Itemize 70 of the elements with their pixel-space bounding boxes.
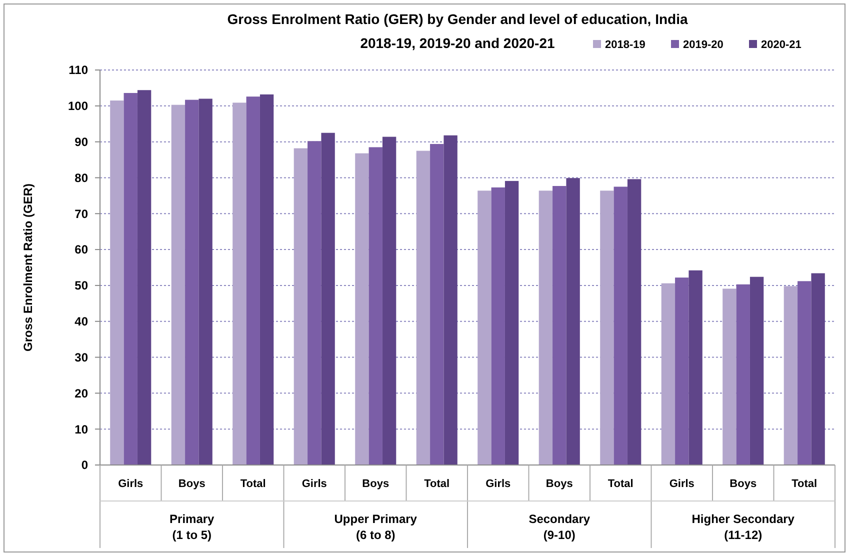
y-tick-label: 10: [74, 422, 88, 436]
legend-label: 2020-21: [761, 39, 802, 51]
text: Primary (1 to 5): [170, 512, 215, 542]
x-tick-label: Girls: [486, 478, 511, 490]
text: Secondary (9-10): [528, 512, 590, 542]
bar: [600, 190, 614, 465]
x-tick-label: Boys: [178, 478, 206, 490]
bar: [232, 102, 246, 465]
bar: [478, 190, 492, 465]
y-tick-label: 20: [74, 386, 88, 400]
y-tick-label: 0: [81, 458, 88, 472]
bar: [736, 284, 750, 465]
bar: [798, 281, 812, 465]
bar: [504, 180, 519, 465]
bar: [538, 190, 553, 465]
chart-subtitle: 2018-19, 2019-20 and 2020-21: [360, 35, 555, 51]
y-tick-label: 60: [74, 242, 88, 257]
text: Upper Primary (6 to 8): [334, 512, 418, 542]
x-tick-label: Total: [608, 478, 634, 490]
legend-label: 2018-19: [605, 39, 646, 51]
bar: [566, 178, 580, 465]
x-tick-label: Girls: [302, 478, 327, 490]
x-tick-label: Girls: [669, 478, 694, 490]
x-tick-label: Total: [792, 478, 818, 490]
y-tick-label: 40: [74, 314, 88, 329]
bar: [308, 141, 322, 465]
chart-title: Gross Enrolment Ratio (GER) by Gender and level of education, India: [227, 11, 688, 27]
x-tick-label: Total: [424, 478, 450, 490]
y-tick-label: 100: [68, 99, 88, 114]
bar: [355, 153, 369, 465]
bar: [137, 90, 152, 465]
bar: [124, 92, 138, 465]
y-tick-label: 90: [74, 135, 88, 150]
bar: [614, 186, 628, 465]
bar: [368, 147, 382, 465]
bar: [430, 144, 444, 465]
bar: [552, 186, 566, 465]
x-tick-label: Boys: [362, 478, 390, 490]
y-axis-title: Gross Enrolment Ratio (GER): [21, 183, 35, 352]
bar: [722, 288, 736, 465]
y-tick-label: 80: [74, 170, 88, 185]
y-tick-label: 30: [74, 350, 88, 364]
bar: [260, 94, 274, 465]
bar: [382, 136, 396, 465]
bar: [675, 278, 689, 465]
bar: [627, 179, 642, 465]
x-tick-label: Girls: [118, 478, 144, 490]
text: Higher Secondary (11-12): [692, 512, 795, 542]
y-tick-label: 110: [68, 63, 88, 78]
bar: [661, 283, 676, 465]
bar: [750, 276, 764, 465]
bar: [784, 286, 798, 465]
bar: [246, 96, 260, 465]
bar: [444, 135, 458, 465]
bar: [110, 100, 124, 465]
bar: [294, 148, 308, 465]
bar: [321, 132, 335, 465]
y-tick-label: 70: [74, 206, 88, 221]
legend-label: 2019-20: [683, 39, 724, 51]
x-tick-label: Boys: [546, 478, 573, 490]
bar: [416, 150, 430, 465]
x-tick-label: Total: [240, 478, 266, 490]
bar: [171, 104, 186, 465]
bar: [185, 100, 199, 465]
bar: [811, 273, 825, 465]
y-tick-label: 50: [74, 278, 88, 293]
bar: [198, 98, 212, 465]
bar: [688, 270, 702, 465]
x-tick-label: Boys: [730, 478, 757, 490]
bar: [491, 187, 505, 465]
